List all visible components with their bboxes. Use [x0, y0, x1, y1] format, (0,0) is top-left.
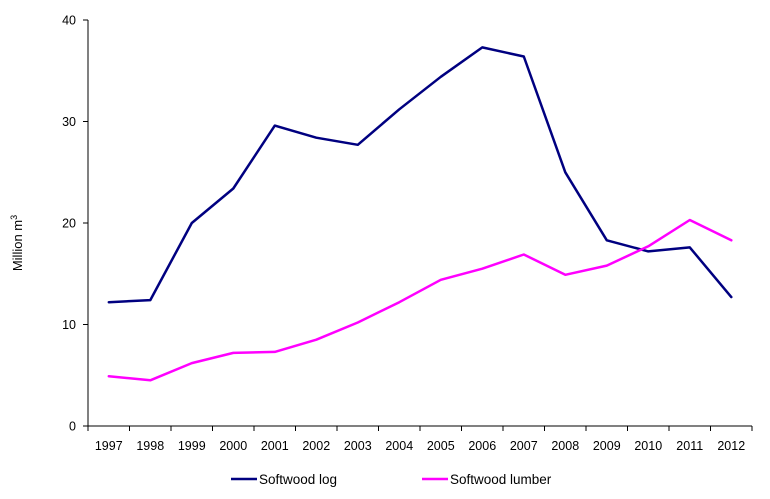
- x-tick-label: 2005: [427, 439, 455, 453]
- x-tick-label: 2007: [510, 439, 538, 453]
- y-tick-label: 20: [62, 217, 76, 231]
- x-tick-label: 2009: [593, 439, 621, 453]
- y-axis-title-text: Million m: [10, 220, 25, 271]
- x-tick-label: 2001: [261, 439, 289, 453]
- y-tick-label: 30: [62, 115, 76, 129]
- series-line-2: [107, 218, 733, 382]
- legend: Softwood log Softwood lumber: [231, 472, 552, 487]
- x-tick-label: 1997: [95, 439, 123, 453]
- x-tick-label: 2010: [634, 439, 662, 453]
- x-tick-label: 2011: [676, 439, 703, 453]
- y-tick-label: 0: [69, 420, 76, 434]
- x-tick-label: 2008: [551, 439, 579, 453]
- x-tick-label: 2006: [468, 439, 496, 453]
- legend-label: Softwood lumber: [450, 472, 552, 487]
- y-tick-label: 40: [62, 14, 76, 28]
- plot-area: 0 10 20 30 40 1997 1998 1999 2000 2001 2002 2003 200…: [62, 14, 753, 453]
- series-line-1: [107, 46, 733, 304]
- x-tick-label: 2000: [219, 439, 247, 453]
- x-tick-label: 2004: [385, 439, 413, 453]
- x-tick-label: 2012: [717, 439, 745, 453]
- x-tick-label: 1998: [136, 439, 164, 453]
- x-tick-label: 2002: [302, 439, 330, 453]
- y-tick-label: 10: [62, 318, 76, 332]
- x-tick-label: 2003: [344, 439, 372, 453]
- y-axis-title: Million m3: [9, 215, 25, 271]
- y-axis-title-superscript: 3: [9, 215, 19, 220]
- x-tick-label: 1999: [178, 439, 206, 453]
- legend-label: Softwood log: [259, 472, 337, 487]
